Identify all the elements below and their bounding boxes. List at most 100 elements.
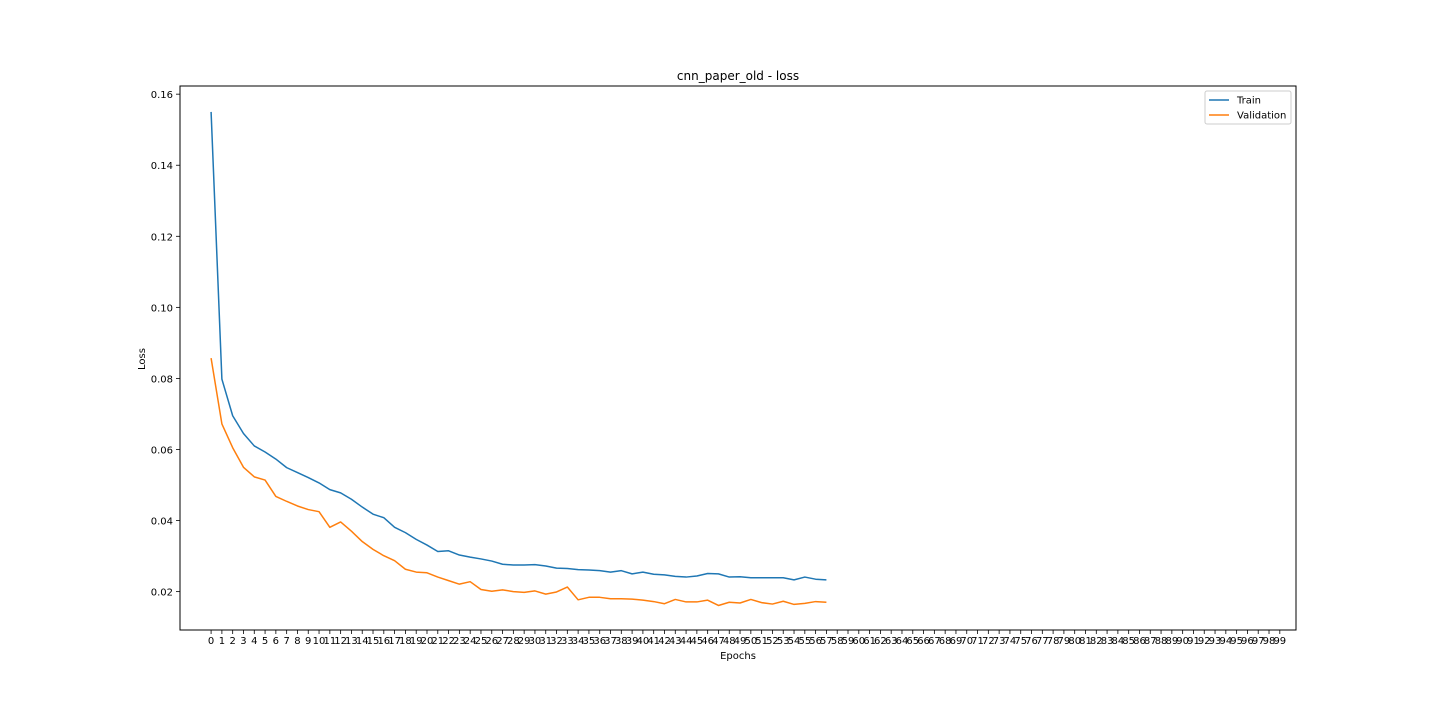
x-tick-label: 40 bbox=[637, 636, 650, 647]
x-tick-label: 82 bbox=[1090, 636, 1103, 647]
series-line-validation bbox=[210, 358, 827, 607]
x-tick-label: 74 bbox=[1004, 636, 1017, 647]
x-axis-label: Epochs bbox=[720, 651, 756, 662]
axes-frame bbox=[179, 85, 1297, 631]
x-tick-label: 49 bbox=[734, 636, 747, 647]
x-tick-label: 7 bbox=[283, 636, 289, 647]
x-tick-label: 56 bbox=[809, 636, 822, 647]
x-tick-label: 43 bbox=[669, 636, 682, 647]
x-tick-label: 94 bbox=[1219, 636, 1232, 647]
series-line-train bbox=[210, 111, 827, 581]
x-tick-label: 65 bbox=[906, 636, 919, 647]
x-tick-label: 76 bbox=[1025, 636, 1038, 647]
x-tick-label: 95 bbox=[1230, 636, 1243, 647]
x-tick-label: 71 bbox=[971, 636, 984, 647]
x-tick-label: 18 bbox=[399, 636, 412, 647]
x-tick-label: 8 bbox=[294, 636, 300, 647]
x-tick-label: 9 bbox=[305, 636, 311, 647]
x-tick-label: 13 bbox=[345, 636, 358, 647]
x-tick-label: 36 bbox=[593, 636, 606, 647]
x-tick-label: 98 bbox=[1263, 636, 1276, 647]
x-tick-label: 88 bbox=[1155, 636, 1168, 647]
x-tick-label: 80 bbox=[1068, 636, 1081, 647]
x-tick-label: 57 bbox=[820, 636, 833, 647]
x-tick-label: 21 bbox=[431, 636, 444, 647]
x-tick-label: 59 bbox=[842, 636, 855, 647]
x-tick-label: 55 bbox=[798, 636, 811, 647]
legend: Train Validation bbox=[1204, 90, 1292, 125]
x-tick-label: 19 bbox=[410, 636, 423, 647]
x-tick-label: 69 bbox=[950, 636, 963, 647]
x-tick-label: 77 bbox=[1036, 636, 1049, 647]
x-tick-label: 72 bbox=[982, 636, 995, 647]
x-tick-label: 23 bbox=[453, 636, 466, 647]
x-tick-label: 14 bbox=[356, 636, 369, 647]
x-tick-label: 2 bbox=[229, 636, 235, 647]
x-tick-label: 66 bbox=[917, 636, 930, 647]
x-tick-label: 60 bbox=[852, 636, 865, 647]
x-tick-label: 34 bbox=[572, 636, 585, 647]
x-tick-label: 46 bbox=[701, 636, 714, 647]
x-tick-label: 85 bbox=[1122, 636, 1135, 647]
x-tick-label: 25 bbox=[475, 636, 488, 647]
x-tick-label: 32 bbox=[550, 636, 563, 647]
x-tick-label: 22 bbox=[442, 636, 455, 647]
plot-area: 0 1 2 3 4 5 6 7 8 9 101112131415161718192021222324… bbox=[151, 85, 1297, 647]
x-tick-label: 29 bbox=[518, 636, 531, 647]
x-tick-label: 33 bbox=[561, 636, 574, 647]
x-tick-label: 37 bbox=[604, 636, 617, 647]
x-tick-label: 52 bbox=[766, 636, 779, 647]
x-tick-label: 67 bbox=[928, 636, 941, 647]
x-tick-label: 26 bbox=[485, 636, 498, 647]
x-tick-label: 47 bbox=[712, 636, 725, 647]
y-tick-label: 0.06 bbox=[151, 445, 173, 456]
x-tick-label: 44 bbox=[680, 636, 693, 647]
x-tick-label: 20 bbox=[421, 636, 434, 647]
x-tick-label: 53 bbox=[777, 636, 790, 647]
x-tick-label: 81 bbox=[1079, 636, 1092, 647]
x-tick-label: 12 bbox=[334, 636, 347, 647]
legend-label-train: Train bbox=[1236, 96, 1261, 107]
x-tick-label: 97 bbox=[1252, 636, 1265, 647]
x-tick-label: 51 bbox=[755, 636, 768, 647]
x-tick-label: 15 bbox=[367, 636, 380, 647]
x-tick-label: 31 bbox=[539, 636, 552, 647]
x-tick-label: 62 bbox=[874, 636, 887, 647]
x-tick-label: 86 bbox=[1133, 636, 1146, 647]
x-tick-label: 84 bbox=[1112, 636, 1125, 647]
x-tick-label: 6 bbox=[273, 636, 279, 647]
y-tick-label: 0.02 bbox=[151, 588, 173, 599]
x-tick-label: 42 bbox=[658, 636, 671, 647]
x-tick-label: 4 bbox=[251, 636, 257, 647]
x-tick-label: 64 bbox=[896, 636, 909, 647]
x-tick-label: 91 bbox=[1187, 636, 1200, 647]
x-tick-label: 58 bbox=[831, 636, 844, 647]
x-tick-label: 3 bbox=[240, 636, 246, 647]
y-axis-label: Loss bbox=[137, 348, 148, 370]
legend-label-validation: Validation bbox=[1237, 111, 1286, 122]
x-tick-label: 1 bbox=[219, 636, 225, 647]
x-tick-label: 79 bbox=[1058, 636, 1071, 647]
x-tick-label: 28 bbox=[507, 636, 520, 647]
y-tick-label: 0.04 bbox=[151, 517, 173, 528]
y-tick-label: 0.12 bbox=[151, 232, 173, 243]
y-tick-label: 0.14 bbox=[151, 161, 173, 172]
x-tick-label: 50 bbox=[744, 636, 757, 647]
x-tick-label: 11 bbox=[323, 636, 336, 647]
x-tick-label: 73 bbox=[993, 636, 1006, 647]
x-tick-label: 16 bbox=[377, 636, 390, 647]
chart-title: cnn_paper_old - loss bbox=[677, 69, 799, 83]
x-tick-label: 78 bbox=[1047, 636, 1060, 647]
x-tick-label: 24 bbox=[464, 636, 477, 647]
x-tick-label: 75 bbox=[1014, 636, 1027, 647]
x-tick-label: 35 bbox=[583, 636, 596, 647]
x-tick-label: 39 bbox=[626, 636, 639, 647]
y-tick-label: 0.10 bbox=[151, 303, 173, 314]
x-tick-label: 61 bbox=[863, 636, 876, 647]
x-tick-label: 5 bbox=[262, 636, 268, 647]
x-tick-label: 89 bbox=[1165, 636, 1178, 647]
x-tick-label: 41 bbox=[647, 636, 660, 647]
x-tick-label: 48 bbox=[723, 636, 736, 647]
x-tick-label: 68 bbox=[939, 636, 952, 647]
x-tick-label: 30 bbox=[529, 636, 542, 647]
